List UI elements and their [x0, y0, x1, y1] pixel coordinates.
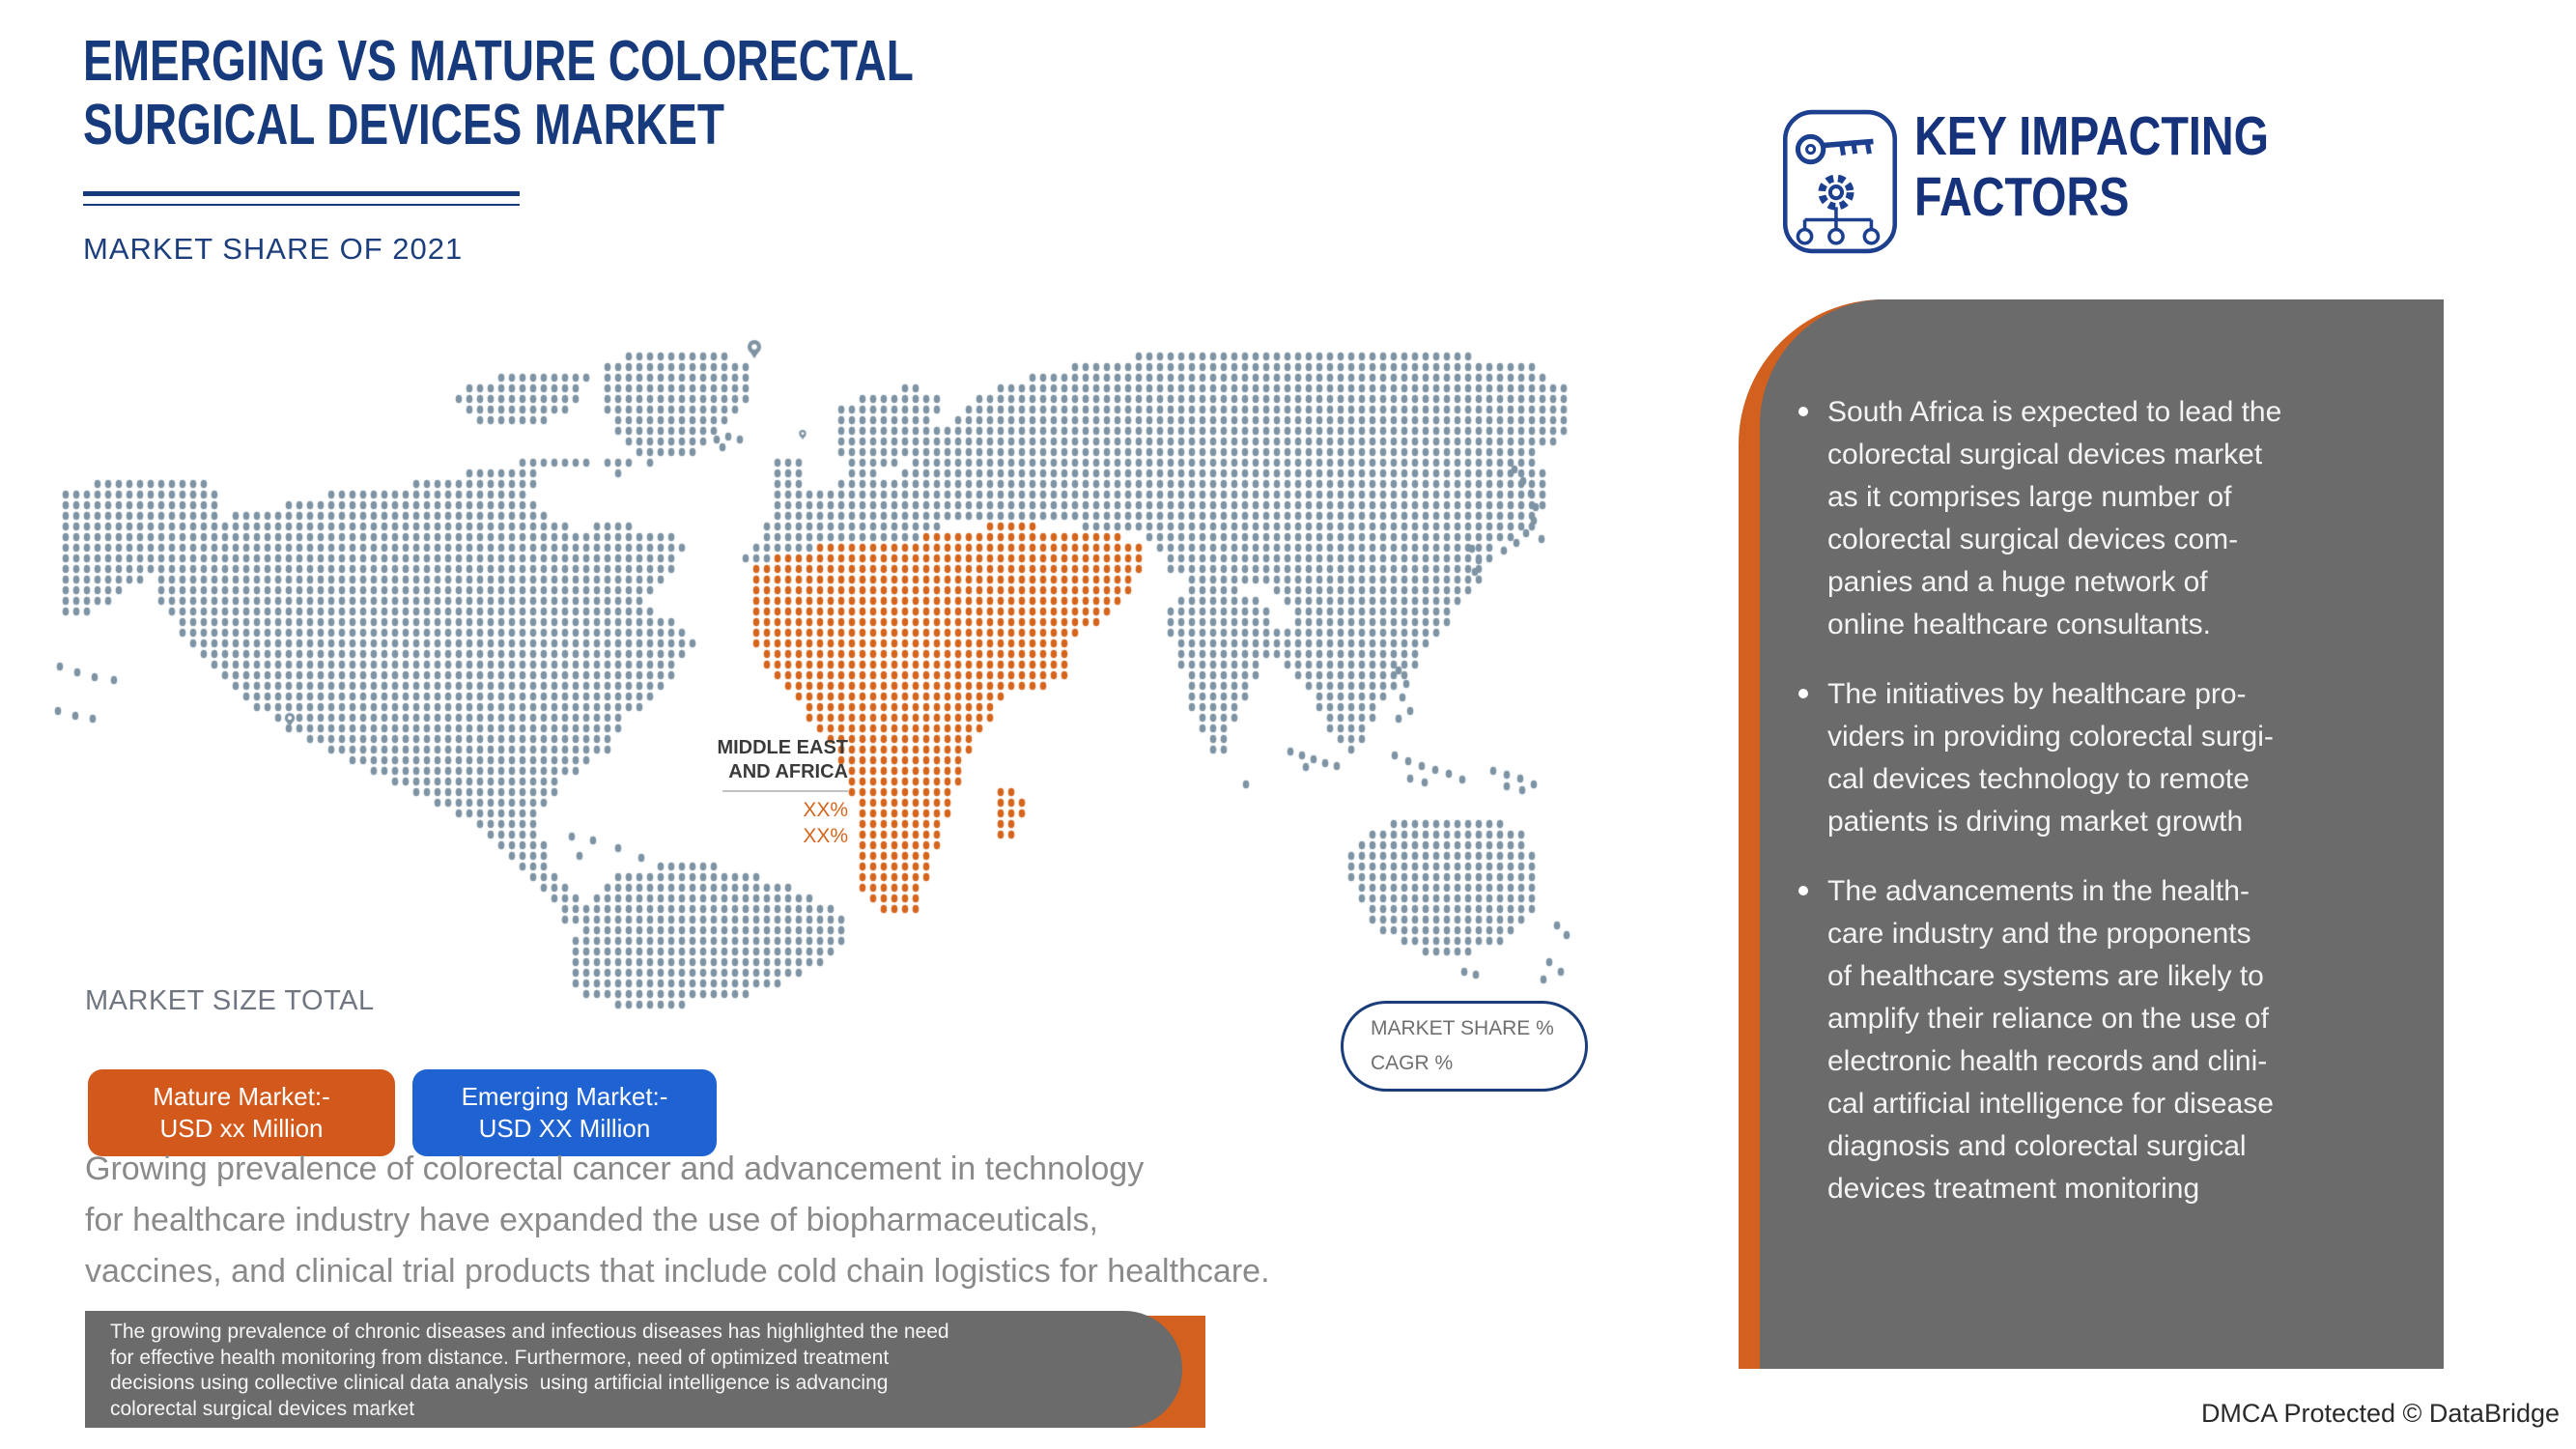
emerging-market-button[interactable]: Emerging Market:- USD XX Million [412, 1069, 717, 1156]
factors-list: South Africa is expected to lead the col… [1793, 391, 2419, 1210]
cagr-label: CAGR % [1371, 1052, 1454, 1074]
region-callout-divider [722, 790, 848, 792]
key-gear-hierarchy-icon [1782, 109, 1898, 254]
description-paragraph: Growing prevalence of colorectal cancer … [85, 1151, 1270, 1290]
page-subtitle: MARKET SHARE OF 2021 [83, 232, 464, 266]
callout-box: The growing prevalence of chronic diseas… [85, 1311, 1182, 1428]
region-callout-title: MIDDLE EAST AND AFRICA [717, 737, 848, 782]
page-title: EMERGING VS MATURE COLORECTAL SURGICAL D… [83, 29, 914, 156]
factor-bullet: South Africa is expected to lead the col… [1793, 391, 2419, 646]
market-share-badge: MARKET SHARE % CAGR % [1341, 1001, 1588, 1092]
title-underline [83, 191, 520, 206]
mature-market-button[interactable]: Mature Market:- USD xx Million [88, 1069, 395, 1156]
market-size-heading: MARKET SIZE TOTAL [85, 985, 375, 1016]
market-share-label: MARKET SHARE % [1371, 1017, 1554, 1039]
key-factors-title: KEY IMPACTING FACTORS [1914, 105, 2270, 228]
factor-bullet: The advancements in the health- care ind… [1793, 870, 2419, 1210]
region-callout: MIDDLE EAST AND AFRICA XX% XX% [628, 736, 848, 849]
key-factors-panel [1760, 299, 2444, 1369]
region-callout-values: XX% XX% [803, 799, 848, 847]
factor-bullet: The initiatives by healthcare pro- vider… [1793, 673, 2419, 843]
callout-text: The growing prevalence of chronic diseas… [110, 1321, 949, 1420]
dmca-note: DMCA Protected © DataBridge [2200, 1399, 2560, 1428]
